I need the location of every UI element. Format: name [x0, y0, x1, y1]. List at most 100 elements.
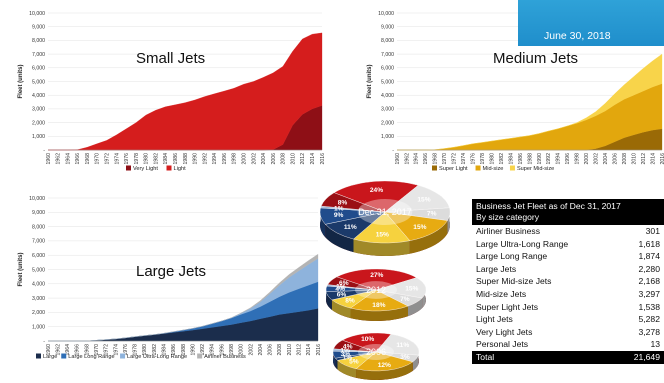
y-tick-label: 7,000	[32, 52, 45, 58]
pie-slice-label: 1%	[334, 205, 344, 212]
x-tick-label: 1976	[471, 153, 477, 165]
y-axis-label: Fleet (units)	[18, 252, 24, 286]
y-tick-label: -	[43, 148, 45, 154]
fleet-table-row: Airliner Business 301	[472, 225, 664, 238]
pie-slice-label: 8%	[338, 200, 348, 207]
y-tick-label: 8,000	[32, 224, 45, 230]
x-tick-label: 1984	[162, 344, 168, 356]
x-tick-label: 1994	[210, 344, 216, 356]
pie-slice	[333, 339, 377, 353]
pie-center	[355, 281, 397, 299]
x-tick-label: 2004	[258, 344, 264, 356]
legend-label: Mid-size	[483, 166, 504, 172]
pie-slice	[384, 211, 448, 241]
y-tick-label: 7,000	[32, 239, 45, 245]
legend-swatch	[197, 353, 203, 359]
x-tick-label: 1974	[113, 344, 119, 356]
x-tick-label: 1964	[414, 153, 420, 165]
pie-slice-label: 15%	[413, 224, 426, 231]
x-tick-label: 1994	[212, 153, 218, 165]
fleet-table-subtitle: By size category	[476, 212, 540, 222]
pie-dec-31-2017: 24%15%7%15%15%11%9%1%8%Dec 31, 2017	[319, 180, 451, 256]
pie-center	[357, 344, 395, 360]
x-tick-label: 1974	[461, 153, 467, 165]
pie-slice-label: 10%	[361, 336, 374, 343]
x-tick-label: 1990	[190, 344, 196, 356]
y-tick-label: 1,000	[32, 325, 45, 331]
x-tick-label: 2008	[277, 344, 283, 356]
pie-slice	[384, 185, 450, 213]
pie-title: 2012	[366, 285, 386, 295]
pie-slice-label: 15%	[417, 197, 430, 204]
fleet-table-title: Business Jet Fleet as of Dec 31, 2017	[476, 201, 621, 211]
fleet-table-rows: Airliner Business 301 Large Ultra-Long Ran…	[472, 225, 664, 351]
x-tick-label: 1980	[144, 153, 150, 165]
x-tick-label: 2000	[242, 153, 248, 165]
x-tick-label: 1960	[395, 153, 401, 165]
pie-slice	[375, 333, 420, 356]
y-tick-label: 6,000	[32, 66, 45, 72]
fleet-row-value: 13	[650, 339, 660, 350]
pie-slice-label: 1%	[340, 348, 350, 355]
x-tick-label: 1988	[181, 344, 187, 356]
pie-slice	[353, 211, 411, 244]
x-tick-label: 2014	[306, 344, 312, 356]
pie-slice-label: 6%	[339, 280, 349, 287]
y-tick-label: 3,000	[32, 107, 45, 113]
y-tick-label: 2,000	[32, 120, 45, 126]
fleet-row-label: Very Light Jets	[476, 326, 533, 337]
pie-side	[337, 360, 357, 378]
x-tick-label: 2002	[594, 153, 600, 165]
pie-side	[356, 361, 413, 380]
x-tick-label: 1992	[546, 153, 552, 165]
x-tick-label: 1970	[95, 153, 101, 165]
x-tick-label: 1962	[56, 153, 62, 165]
fleet-row-label: Airliner Business	[476, 226, 540, 236]
pie-side	[353, 239, 410, 256]
fleet-row-value: 3,297	[638, 288, 660, 299]
y-tick-label: 5,000	[381, 79, 394, 85]
x-tick-label: 1988	[183, 153, 189, 165]
pie-slice-label: 8%	[345, 298, 355, 305]
fleet-row-value: 3,278	[638, 326, 660, 337]
x-tick-label: 2002	[251, 153, 257, 165]
y-tick-label: 4,000	[32, 93, 45, 99]
y-tick-label: 10,000	[29, 196, 45, 202]
y-tick-label: 9,000	[32, 210, 45, 216]
x-tick-label: 2012	[297, 344, 303, 356]
pie-slice	[336, 268, 417, 291]
x-tick-label: 1978	[480, 153, 486, 165]
x-tick-label: 1990	[193, 153, 199, 165]
x-tick-label: 1978	[133, 344, 139, 356]
y-tick-label: 6,000	[32, 253, 45, 259]
chart-title: Medium Jets	[493, 50, 578, 67]
pie-slice-label: 27%	[370, 272, 383, 279]
x-tick-label: 1980	[489, 153, 495, 165]
fleet-row-value: 5,282	[638, 314, 660, 325]
x-tick-label: 1988	[527, 153, 533, 165]
x-tick-label: 1968	[85, 153, 91, 165]
pie-slice-label: 12%	[378, 362, 391, 369]
legend-swatch	[166, 165, 172, 171]
x-tick-label: 1960	[46, 344, 52, 356]
y-tick-label: -	[392, 148, 394, 154]
pie-side	[409, 220, 448, 254]
legend-swatch	[509, 165, 515, 171]
pie-slice-label: 11%	[344, 224, 357, 231]
pie-slice-label: 1%	[336, 284, 346, 291]
x-tick-label: 1970	[94, 344, 100, 356]
x-tick-label: 1964	[65, 344, 71, 356]
fleet-total-label: Total	[476, 351, 495, 362]
legend-label: Large	[43, 354, 57, 360]
legend-label: Very Light	[133, 166, 158, 172]
pie-slice	[350, 289, 409, 312]
pie-slice-label: 18%	[372, 302, 385, 309]
pie-slice-label: 24%	[370, 187, 383, 194]
x-tick-label: 1968	[84, 344, 90, 356]
x-tick-label: 2004	[603, 153, 609, 165]
fleet-table-row: Light Jets 5,282	[472, 313, 664, 326]
legend-label: Super Mid-size	[517, 166, 554, 172]
fleet-row-value: 1,618	[638, 238, 660, 249]
x-tick-label: 1982	[152, 344, 158, 356]
pie-slice-label: 6%	[337, 291, 347, 298]
